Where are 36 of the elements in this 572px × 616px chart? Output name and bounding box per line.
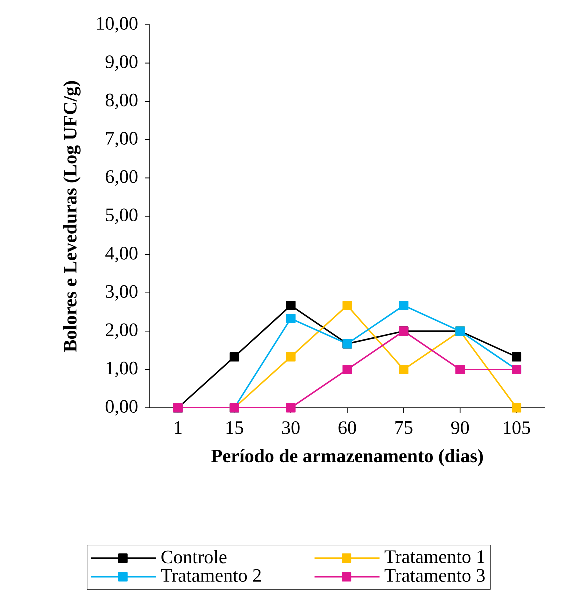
x-tick-label: 1 (175, 422, 182, 434)
legend-label: Tratamento 1 (384, 550, 485, 564)
point (286, 314, 296, 324)
point (456, 364, 466, 374)
y-tick-label: 6,00 (106, 170, 138, 186)
point (399, 300, 409, 310)
point (342, 364, 352, 374)
x-tick-label: 60 (338, 422, 356, 434)
point (512, 352, 522, 362)
legend-label: Controle (162, 550, 227, 564)
point (286, 403, 296, 413)
legend-label: Tratamento 3 (384, 569, 485, 582)
legend-label: Tratamento 2 (161, 569, 261, 582)
y-tick-label: 3,00 (106, 285, 138, 301)
y-tick-label: 5,00 (106, 208, 138, 224)
point (286, 352, 296, 362)
x-tick-label: 15 (226, 422, 244, 434)
y-axis-title: Bolores e Leveduras (Log UFC/g) (63, 81, 81, 352)
y-tick-label: 9,00 (106, 56, 138, 72)
point (512, 403, 522, 413)
x-tick-label: 75 (396, 422, 413, 434)
x-tick-label: 30 (282, 422, 300, 434)
x-tick-label: 90 (451, 422, 470, 434)
x-tick-label: 105 (504, 422, 530, 434)
point (399, 364, 409, 374)
point (230, 352, 240, 362)
y-tick-label: 7,00 (106, 132, 138, 148)
y-tick-label: 8,00 (106, 94, 138, 110)
y-tick-label: 1,00 (106, 362, 138, 378)
y-tick-label: 4,00 (106, 247, 138, 263)
y-tick-label: 0,00 (106, 400, 138, 416)
point (342, 300, 352, 310)
y-tick-label: 2,00 (106, 324, 138, 340)
point (286, 300, 296, 310)
x-axis-title: Período de armazenamento (dias) (211, 449, 484, 466)
y-tick-label: 10,00 (97, 17, 138, 33)
